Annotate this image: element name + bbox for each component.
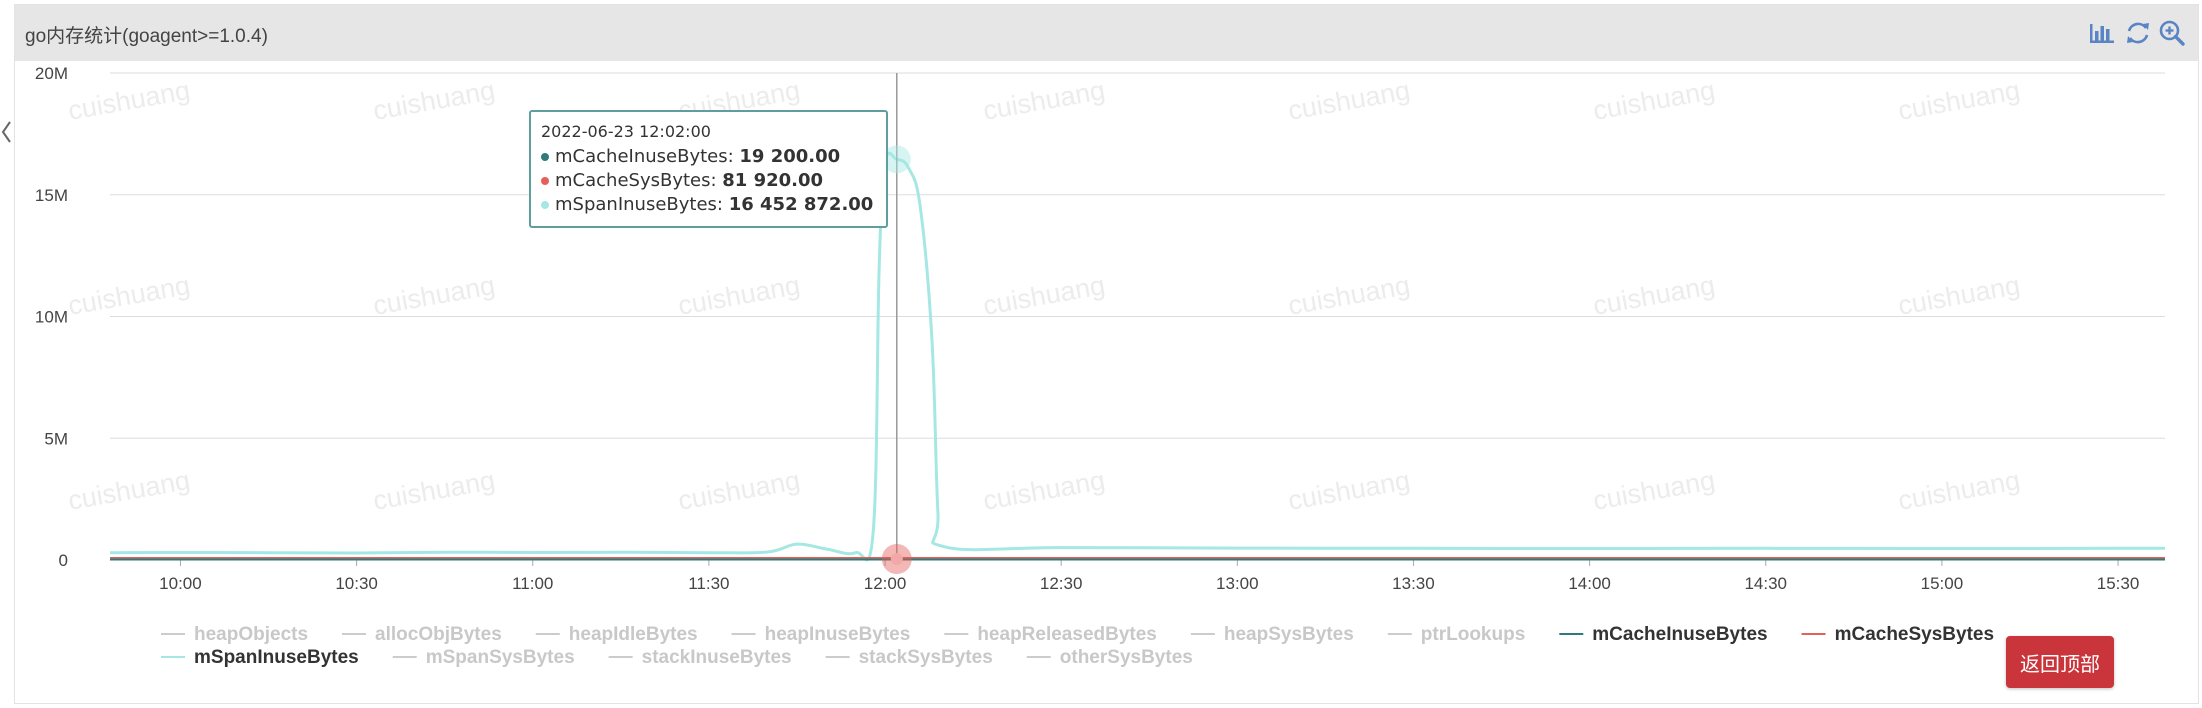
legend-item-heapIdleBytes[interactable]: heapIdleBytes xyxy=(535,624,698,645)
watermark-text: cuishuang xyxy=(981,270,1107,321)
chart-panel: go内存统计(goagent>=1.0.4) xyxy=(14,4,2199,704)
legend-label: mCacheInuseBytes xyxy=(1592,624,1767,645)
tooltip-series-name: mCacheSysBytes xyxy=(555,170,711,191)
x-tick-label: 15:00 xyxy=(1921,574,1964,593)
x-tick-label: 14:30 xyxy=(1744,574,1787,593)
watermark-text: cuishuang xyxy=(1286,270,1412,321)
watermark-text: cuishuang xyxy=(371,270,497,321)
back-to-top-button[interactable]: 返回顶部 xyxy=(2006,636,2114,688)
tooltip-row: mSpanInuseBytes: 16 452 872.00 xyxy=(541,193,876,217)
tooltip-series-name: mCacheInuseBytes xyxy=(555,146,728,167)
hover-point xyxy=(882,145,911,174)
x-tick-label: 12:00 xyxy=(864,574,907,593)
legend: heapObjects allocObjBytes heapIdleBytes hea… xyxy=(161,624,1994,668)
watermark-text: cuishuang xyxy=(371,465,497,516)
x-axis-ticks: 10:00 10:30 11:00 11:30 12:00 12:30 13:00 13:30… xyxy=(159,560,2139,593)
legend-item-mSpanSysBytes[interactable]: mSpanSysBytes xyxy=(392,647,575,668)
x-tick-label: 12:30 xyxy=(1040,574,1083,593)
watermark-text: cuishuang xyxy=(1896,465,2022,516)
legend-item-allocObjBytes[interactable]: allocObjBytes xyxy=(342,624,502,645)
tooltip-series-value: 19 200.00 xyxy=(739,146,841,167)
legend-item-otherSysBytes[interactable]: otherSysBytes xyxy=(1026,647,1193,668)
watermark-text: cuishuang xyxy=(676,270,802,321)
legend-label: heapReleasedBytes xyxy=(977,624,1157,645)
tooltip-time: 2022-06-23 12:02:00 xyxy=(541,122,711,141)
watermark-text: cuishuang xyxy=(371,75,497,126)
x-tick-label: 14:00 xyxy=(1568,574,1611,593)
tooltip-row: mCacheSysBytes: 81 920.00 xyxy=(541,169,876,193)
legend-item-heapReleasedBytes[interactable]: heapReleasedBytes xyxy=(944,624,1157,645)
legend-item-heapObjects[interactable]: heapObjects xyxy=(161,624,308,645)
legend-label: mSpanInuseBytes xyxy=(194,647,359,668)
legend-label: mCacheSysBytes xyxy=(1835,624,1994,645)
hover-point xyxy=(890,553,903,565)
watermark-text: cuishuang xyxy=(66,75,192,126)
y-tick-label: 0 xyxy=(59,551,68,570)
legend-item-heapSysBytes[interactable]: heapSysBytes xyxy=(1190,624,1354,645)
legend-label: heapInuseBytes xyxy=(765,624,911,645)
x-tick-label: 13:00 xyxy=(1216,574,1259,593)
tooltip: 2022-06-23 12:02:00 mCacheInuseBytes: 19… xyxy=(529,110,888,228)
series-dot-icon xyxy=(541,201,549,209)
legend-item-mCacheInuseBytes[interactable]: mCacheInuseBytes xyxy=(1559,624,1768,645)
x-tick-label: 10:00 xyxy=(159,574,202,593)
legend-label: heapObjects xyxy=(194,624,308,645)
y-tick-label: 5M xyxy=(44,429,68,448)
watermark-text: cuishuang xyxy=(981,465,1107,516)
bar-chart-icon[interactable] xyxy=(2087,18,2117,48)
legend-label: stackInuseBytes xyxy=(642,647,792,668)
series-layer xyxy=(109,151,2166,562)
legend-item-stackSysBytes[interactable]: stackSysBytes xyxy=(825,647,993,668)
watermark-text: cuishuang xyxy=(1591,270,1717,321)
tooltip-series-value: 81 920.00 xyxy=(722,170,824,191)
refresh-icon[interactable] xyxy=(2123,18,2153,48)
x-tick-label: 15:30 xyxy=(2097,574,2140,593)
watermark-text: cuishuang xyxy=(981,75,1107,126)
collapse-arrow-icon[interactable] xyxy=(0,110,14,154)
legend-item-stackInuseBytes[interactable]: stackInuseBytes xyxy=(608,647,792,668)
watermark-text: cuishuang xyxy=(676,465,802,516)
legend-item-heapInuseBytes[interactable]: heapInuseBytes xyxy=(731,624,911,645)
x-tick-label: 13:30 xyxy=(1392,574,1435,593)
watermark-text: cuishuang xyxy=(66,465,192,516)
hover-cursor xyxy=(881,73,912,574)
legend-item-ptrLookups[interactable]: ptrLookups xyxy=(1387,624,1526,645)
x-tick-label: 10:30 xyxy=(335,574,378,593)
legend-label: mSpanSysBytes xyxy=(426,647,575,668)
watermark-layer: cuishuang cuishuang cuishuang cuishuang cuis… xyxy=(66,75,2022,516)
watermark-text: cuishuang xyxy=(1591,75,1717,126)
y-tick-label: 20M xyxy=(35,64,68,83)
watermark-text: cuishuang xyxy=(1896,75,2022,126)
x-tick-label: 11:30 xyxy=(688,574,729,593)
watermark-text: cuishuang xyxy=(1286,465,1412,516)
series-dot-icon xyxy=(541,177,549,185)
watermark-text: cuishuang xyxy=(1286,75,1412,126)
x-tick-label: 11:00 xyxy=(512,574,553,593)
y-tick-label: 10M xyxy=(35,308,68,327)
panel-header: go内存统计(goagent>=1.0.4) xyxy=(15,5,2198,61)
tooltip-series-name: mSpanInuseBytes xyxy=(555,194,717,215)
legend-item-mSpanInuseBytes[interactable]: mSpanInuseBytes xyxy=(161,647,359,668)
y-tick-label: 15M xyxy=(35,186,68,205)
series-dot-icon xyxy=(541,153,549,161)
legend-label: otherSysBytes xyxy=(1060,647,1193,668)
legend-label: heapSysBytes xyxy=(1224,624,1354,645)
y-axis-ticks: 0 5M 10M 15M 20M xyxy=(35,64,68,570)
series-line-mSpanInuseBytes xyxy=(109,151,2166,562)
panel-title: go内存统计(goagent>=1.0.4) xyxy=(25,26,268,47)
legend-item-mCacheSysBytes[interactable]: mCacheSysBytes xyxy=(1801,624,1994,645)
tooltip-row: mCacheInuseBytes: 19 200.00 xyxy=(541,145,876,169)
watermark-text: cuishuang xyxy=(1896,270,2022,321)
legend-label: allocObjBytes xyxy=(375,624,502,645)
tooltip-series-value: 16 452 872.00 xyxy=(728,194,874,215)
watermark-text: cuishuang xyxy=(1591,465,1717,516)
legend-label: ptrLookups xyxy=(1421,624,1526,645)
legend-label: stackSysBytes xyxy=(859,647,993,668)
zoom-in-icon[interactable] xyxy=(2157,18,2187,48)
legend-label: heapIdleBytes xyxy=(569,624,698,645)
watermark-text: cuishuang xyxy=(66,270,192,321)
